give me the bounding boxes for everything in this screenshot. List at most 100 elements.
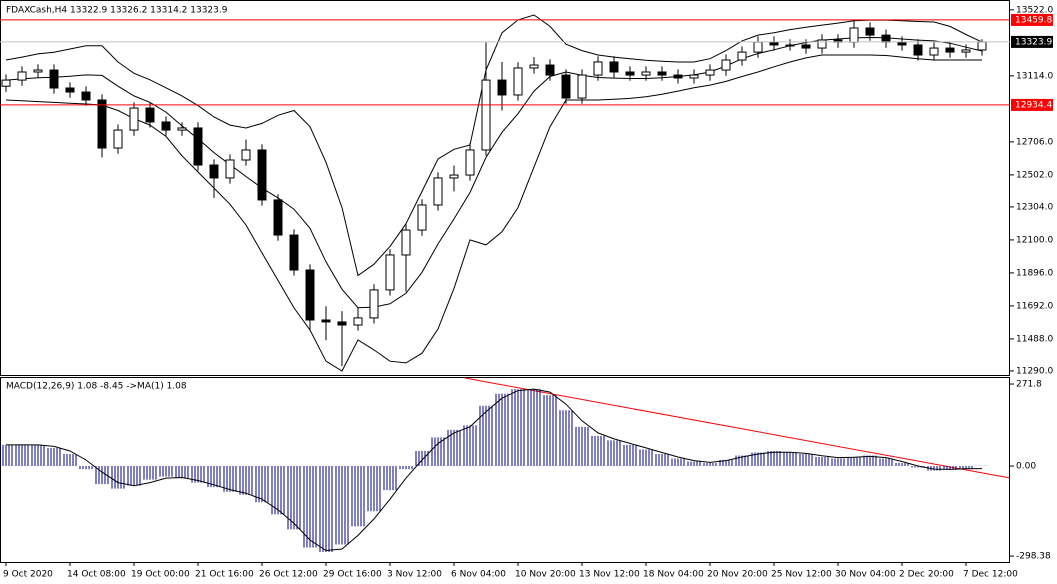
- candle-body: [65, 87, 75, 93]
- candle-body: [33, 69, 43, 73]
- candle-body: [753, 41, 763, 53]
- candle-body: [17, 71, 27, 81]
- candle-body: [657, 71, 667, 76]
- price-label: 13459.8: [1015, 15, 1052, 25]
- trend-line: [464, 377, 1011, 479]
- bollinger-upper: [5, 14, 983, 277]
- candle-body: [385, 254, 395, 291]
- y-tick-label: 12100.0: [1016, 235, 1053, 245]
- y-tick-label: 11488.0: [1016, 334, 1053, 344]
- candle-body: [513, 67, 523, 96]
- candle-body: [433, 177, 443, 206]
- candle-body: [689, 74, 699, 79]
- candle-body: [705, 69, 715, 76]
- candle-body: [417, 204, 427, 231]
- candle-body: [625, 71, 635, 76]
- x-tick-label: 14 Oct 08:00: [67, 570, 126, 580]
- x-tick-label: 10 Nov 20:00: [515, 570, 576, 580]
- candle-body: [145, 107, 155, 123]
- candle-body: [337, 321, 347, 326]
- y-tick-label: 11896.0: [1016, 268, 1053, 278]
- candle-body: [801, 44, 811, 49]
- candle-body: [785, 44, 795, 47]
- candle-body: [913, 44, 923, 56]
- candle-body: [609, 61, 619, 73]
- candle-body: [209, 164, 219, 179]
- candle-body: [81, 91, 91, 101]
- x-tick-label: 7 Dec 12:00: [963, 570, 1018, 580]
- chart-title: FDAXCash,H4 13322.9 13326.2 13314.2 1332…: [6, 6, 228, 16]
- candle-body: [961, 49, 971, 53]
- x-tick-label: 21 Oct 16:00: [195, 570, 254, 580]
- candle-body: [257, 149, 267, 201]
- candle-body: [321, 319, 331, 323]
- x-tick-label: 19 Oct 00:00: [131, 570, 190, 580]
- candle-body: [177, 127, 187, 131]
- candle-body: [161, 121, 171, 131]
- candle-body: [97, 99, 107, 149]
- candle-body: [497, 79, 507, 96]
- y-tick-label: 11692.0: [1016, 301, 1053, 311]
- x-tick-label: 3 Nov 12:00: [387, 570, 442, 580]
- candle-body: [897, 41, 907, 46]
- candle-body: [465, 149, 475, 176]
- bollinger-lower: [5, 54, 982, 372]
- candle-body: [721, 59, 731, 71]
- candle-body: [817, 39, 827, 49]
- y-tick-label: 12502.0: [1016, 170, 1053, 180]
- candle-body: [225, 159, 235, 179]
- macd-title: MACD(12,26,9) 1.08 -8.45 ->MA(1) 1.08: [6, 382, 187, 392]
- candle-body: [593, 61, 603, 76]
- y-tick-label: 11290.0: [1016, 366, 1053, 376]
- candle-body: [929, 47, 939, 56]
- x-tick-label: 20 Nov 20:00: [707, 570, 768, 580]
- y-tick-label: 12304.0: [1016, 202, 1053, 212]
- x-tick-label: 9 Oct 2020: [3, 570, 53, 580]
- candle-body: [113, 129, 123, 149]
- signal-line: [6, 388, 983, 552]
- y-tick-label: 13522.0: [1016, 5, 1053, 15]
- candle-body: [305, 269, 315, 321]
- candle-body: [561, 74, 571, 99]
- candle-body: [577, 74, 587, 99]
- candle-body: [641, 71, 651, 76]
- candle-body: [449, 174, 459, 179]
- price-label-box: [1011, 98, 1053, 111]
- candle-body: [529, 64, 539, 69]
- x-tick-label: 25 Nov 12:00: [771, 570, 832, 580]
- x-tick-label: 6 Nov 04:00: [451, 570, 506, 580]
- x-tick-label: 13 Nov 12:00: [579, 570, 640, 580]
- price-label: 12934.4: [1015, 100, 1052, 110]
- candle-body: [1, 79, 11, 87]
- candle-body: [673, 74, 683, 79]
- last-price-label: 13323.9: [1015, 37, 1052, 47]
- candle-body: [545, 64, 555, 76]
- price-panel: [0, 0, 1010, 376]
- y-tick-label: 13114.0: [1016, 71, 1053, 81]
- candle-body: [849, 27, 859, 43]
- y-tick-label: -298.38: [1016, 552, 1051, 562]
- candle-body: [481, 79, 491, 151]
- candle-body: [865, 27, 875, 36]
- candle-body: [737, 51, 747, 61]
- candle-body: [769, 41, 779, 46]
- candle-body: [353, 317, 363, 326]
- x-tick-label: 18 Nov 04:00: [643, 570, 704, 580]
- candle-body: [193, 127, 203, 166]
- last-price-box: [1011, 35, 1053, 48]
- x-tick-label: 30 Nov 04:00: [835, 570, 896, 580]
- y-tick-label: 271.8: [1016, 380, 1042, 390]
- candle-body: [241, 149, 251, 161]
- y-tick-label: 0.00: [1016, 462, 1036, 472]
- candle-body: [289, 234, 299, 271]
- candle-body: [977, 41, 987, 51]
- y-tick-label: 12706.0: [1016, 137, 1053, 147]
- price-label-box: [1011, 13, 1053, 26]
- candle-body: [881, 34, 891, 43]
- x-tick-label: 26 Oct 12:00: [259, 570, 318, 580]
- candle-body: [129, 107, 139, 131]
- candle-body: [369, 289, 379, 319]
- candle-body: [945, 47, 955, 53]
- candle-body: [49, 69, 59, 89]
